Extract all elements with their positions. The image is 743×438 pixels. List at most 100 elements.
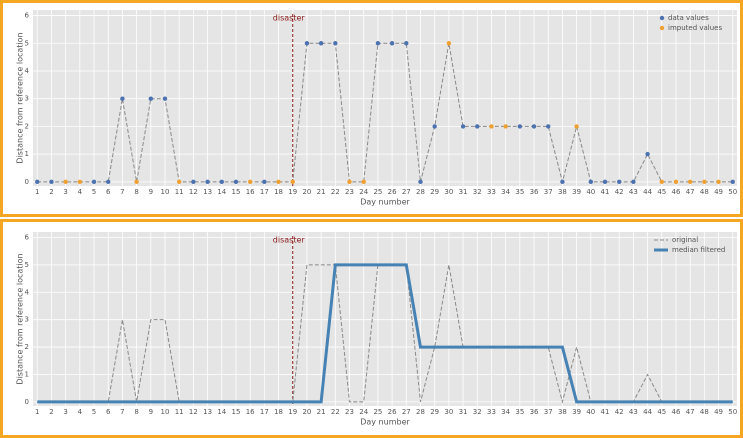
y-tick-label: 6	[25, 233, 30, 241]
x-tick-label: 23	[345, 408, 354, 416]
x-tick-label: 16	[246, 188, 255, 196]
data-point	[333, 41, 338, 46]
x-tick-label: 31	[459, 408, 468, 416]
data-point	[375, 41, 381, 46]
x-tick-label: 5	[92, 188, 96, 196]
x-tick-label: 27	[402, 188, 411, 196]
data-point	[517, 124, 523, 129]
x-tick-label: 15	[232, 188, 241, 196]
x-tick-label: 28	[416, 188, 425, 196]
y-tick-label: 0	[25, 178, 29, 186]
x-tick-label: 36	[530, 188, 539, 196]
data-point	[659, 179, 664, 185]
data-point	[262, 179, 267, 185]
legend-label: imputed values	[668, 24, 722, 32]
data-point	[687, 179, 693, 185]
x-tick-label: 21	[317, 188, 326, 196]
data-point	[432, 124, 437, 129]
y-tick-label: 0	[25, 398, 29, 406]
x-tick-label: 50	[728, 408, 737, 416]
x-tick-label: 42	[615, 408, 624, 416]
data-point	[503, 124, 508, 129]
series-line	[37, 263, 733, 404]
x-tick-label: 1	[35, 408, 39, 416]
data-point	[49, 179, 54, 185]
data-point	[616, 179, 622, 185]
x-tick-label: 44	[643, 408, 652, 416]
x-tick-label: 21	[317, 408, 326, 416]
x-tick-label: 20	[302, 188, 311, 196]
x-tick-label: 46	[672, 408, 681, 416]
data-point	[162, 96, 168, 101]
x-axis-label: Day number	[360, 418, 410, 427]
data-point	[77, 179, 83, 185]
data-point	[276, 179, 281, 185]
x-tick-label: 15	[232, 408, 241, 416]
x-tick-label: 36	[530, 408, 539, 416]
x-tick-label: 50	[728, 188, 737, 196]
data-point	[35, 179, 40, 185]
x-tick-label: 22	[331, 188, 340, 196]
x-tick-label: 4	[78, 188, 83, 196]
x-tick-label: 41	[601, 188, 610, 196]
x-tick-label: 24	[359, 408, 368, 416]
x-tick-label: 2	[49, 408, 53, 416]
data-point	[120, 96, 125, 101]
x-tick-label: 12	[189, 408, 198, 416]
x-tick-label: 18	[274, 408, 283, 416]
event-label: disaster	[273, 14, 306, 23]
x-tick-label: 5	[92, 408, 96, 416]
data-point	[176, 179, 182, 185]
x-tick-label: 42	[615, 188, 624, 196]
x-tick-label: 30	[444, 188, 453, 196]
x-tick-label: 41	[601, 408, 610, 416]
x-tick-label: 47	[686, 408, 695, 416]
x-tick-label: 28	[416, 408, 425, 416]
x-tick-label: 14	[217, 408, 226, 416]
x-tick-label: 4	[78, 408, 83, 416]
x-tick-label: 23	[345, 188, 354, 196]
x-tick-label: 48	[700, 188, 709, 196]
x-tick-label: 39	[572, 408, 581, 416]
x-tick-label: 19	[288, 408, 297, 416]
y-tick-label: 5	[25, 261, 29, 269]
x-tick-label: 47	[686, 188, 695, 196]
data-point	[460, 124, 466, 129]
connector-line	[37, 42, 733, 183]
y-tick-label: 3	[25, 316, 29, 324]
x-tick-label: 38	[558, 188, 567, 196]
x-tick-label: 35	[515, 408, 524, 416]
x-tick-label: 34	[501, 408, 510, 416]
data-point	[404, 41, 409, 46]
x-tick-label: 3	[63, 408, 67, 416]
x-tick-label: 7	[120, 188, 124, 196]
y-tick-label: 4	[25, 288, 30, 296]
x-tick-label: 34	[501, 188, 510, 196]
x-tick-label: 17	[260, 408, 269, 416]
data-point	[134, 179, 139, 185]
x-tick-label: 10	[161, 408, 170, 416]
x-tick-label: 1	[35, 188, 39, 196]
x-tick-label: 33	[487, 188, 496, 196]
y-tick-label: 3	[25, 95, 29, 103]
legend-marker	[659, 25, 665, 31]
x-tick-label: 49	[714, 408, 723, 416]
data-point	[347, 179, 352, 185]
data-point	[716, 179, 721, 185]
x-tick-label: 6	[106, 408, 111, 416]
x-tick-label: 49	[714, 188, 723, 196]
x-tick-label: 7	[120, 408, 124, 416]
data-point	[574, 124, 579, 129]
y-tick-label: 2	[25, 343, 29, 351]
y-axis-label: Distance from reference location	[16, 253, 25, 384]
data-point	[673, 179, 679, 185]
data-point	[191, 179, 196, 185]
data-point	[219, 179, 224, 185]
data-point	[446, 41, 452, 46]
x-tick-label: 14	[217, 188, 226, 196]
x-tick-label: 30	[444, 408, 453, 416]
data-point	[645, 151, 650, 157]
x-tick-label: 37	[544, 188, 553, 196]
x-tick-label: 9	[149, 408, 153, 416]
